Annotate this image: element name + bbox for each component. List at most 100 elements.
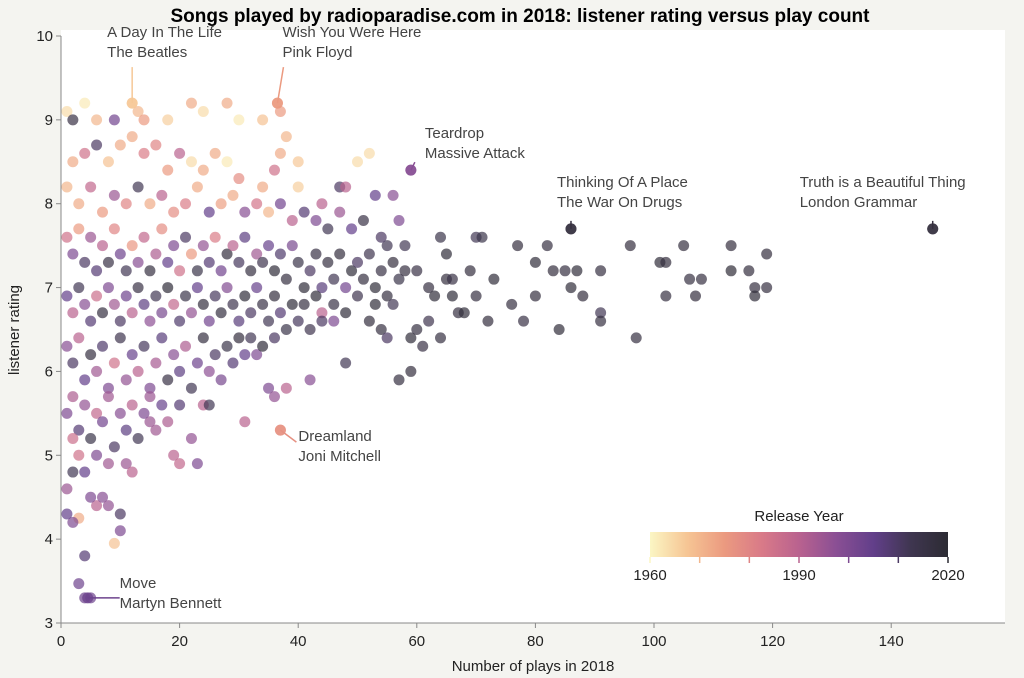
data-point (144, 391, 156, 403)
data-point (328, 298, 340, 310)
data-point (399, 265, 411, 277)
data-point (245, 332, 257, 344)
data-point (162, 416, 174, 428)
data-point (185, 382, 197, 394)
data-point (67, 357, 79, 369)
data-point (268, 332, 280, 344)
data-point (393, 273, 405, 285)
data-point (529, 256, 541, 268)
data-point (340, 307, 352, 319)
annotation-song-title: Wish You Were Here (282, 24, 421, 41)
data-point (251, 349, 263, 361)
annotation-song-title: Truth is a Beautiful Thing (800, 174, 966, 191)
data-point (150, 424, 162, 436)
data-point (274, 198, 286, 210)
legend-color-bar (650, 532, 948, 557)
data-point (108, 357, 120, 369)
data-point (126, 399, 138, 411)
data-point (227, 357, 239, 369)
plot-background (61, 30, 1005, 623)
data-point (215, 265, 227, 277)
data-point (120, 198, 132, 210)
data-point (393, 214, 405, 226)
data-point (458, 307, 470, 319)
data-point (340, 181, 352, 193)
data-point (470, 290, 482, 302)
data-point (405, 365, 417, 377)
data-point (280, 131, 292, 143)
data-point (162, 374, 174, 386)
data-point (120, 265, 132, 277)
data-point (197, 332, 209, 344)
data-point (488, 273, 500, 285)
data-point (108, 298, 120, 310)
annotated-point (274, 424, 286, 436)
y-tick-label: 4 (45, 531, 53, 548)
data-point (547, 265, 559, 277)
data-point (97, 491, 109, 503)
data-point (274, 307, 286, 319)
data-point (268, 290, 280, 302)
data-point (73, 198, 85, 210)
data-point (209, 290, 221, 302)
data-point (340, 357, 352, 369)
data-point (678, 240, 690, 252)
data-point (120, 424, 132, 436)
data-point (292, 256, 304, 268)
data-point (215, 198, 227, 210)
data-point (630, 332, 642, 344)
data-point (369, 189, 381, 201)
data-point (79, 550, 91, 562)
data-point (286, 214, 298, 226)
data-point (114, 525, 126, 537)
data-point (215, 307, 227, 319)
data-point (156, 307, 168, 319)
data-point (482, 315, 494, 327)
data-point (506, 298, 518, 310)
data-point (274, 147, 286, 159)
data-point (559, 265, 571, 277)
data-point (565, 282, 577, 294)
data-point (233, 315, 245, 327)
data-point (251, 248, 263, 260)
data-point (174, 147, 186, 159)
data-point (144, 265, 156, 277)
data-point (138, 340, 150, 352)
data-point (761, 248, 773, 260)
data-point (411, 265, 423, 277)
data-point (268, 164, 280, 176)
data-point (138, 407, 150, 419)
data-point (387, 189, 399, 201)
annotated-point (126, 97, 138, 109)
legend-ticks: 1960 1990 2020 (633, 557, 965, 584)
data-point (180, 231, 192, 243)
data-point (221, 97, 233, 109)
data-point (239, 349, 251, 361)
data-point (257, 298, 269, 310)
data-point (203, 399, 215, 411)
data-point (85, 433, 97, 445)
data-point (405, 332, 417, 344)
data-point (446, 290, 458, 302)
data-point (73, 449, 85, 461)
data-point (144, 315, 156, 327)
data-point (369, 282, 381, 294)
data-point (61, 105, 73, 117)
data-point (429, 290, 441, 302)
data-point (440, 248, 452, 260)
data-point (334, 206, 346, 218)
data-point (257, 256, 269, 268)
data-point (73, 332, 85, 344)
data-point (346, 265, 358, 277)
data-point (61, 290, 73, 302)
data-point (411, 324, 423, 335)
data-point (257, 114, 269, 126)
data-point (61, 181, 73, 193)
data-point (91, 365, 103, 377)
data-point (476, 231, 488, 243)
data-point (334, 248, 346, 260)
annotations-layer: A Day In The Life The Beatles Wish You Wer… (82, 24, 966, 612)
data-point (203, 256, 215, 268)
data-point (298, 206, 310, 218)
